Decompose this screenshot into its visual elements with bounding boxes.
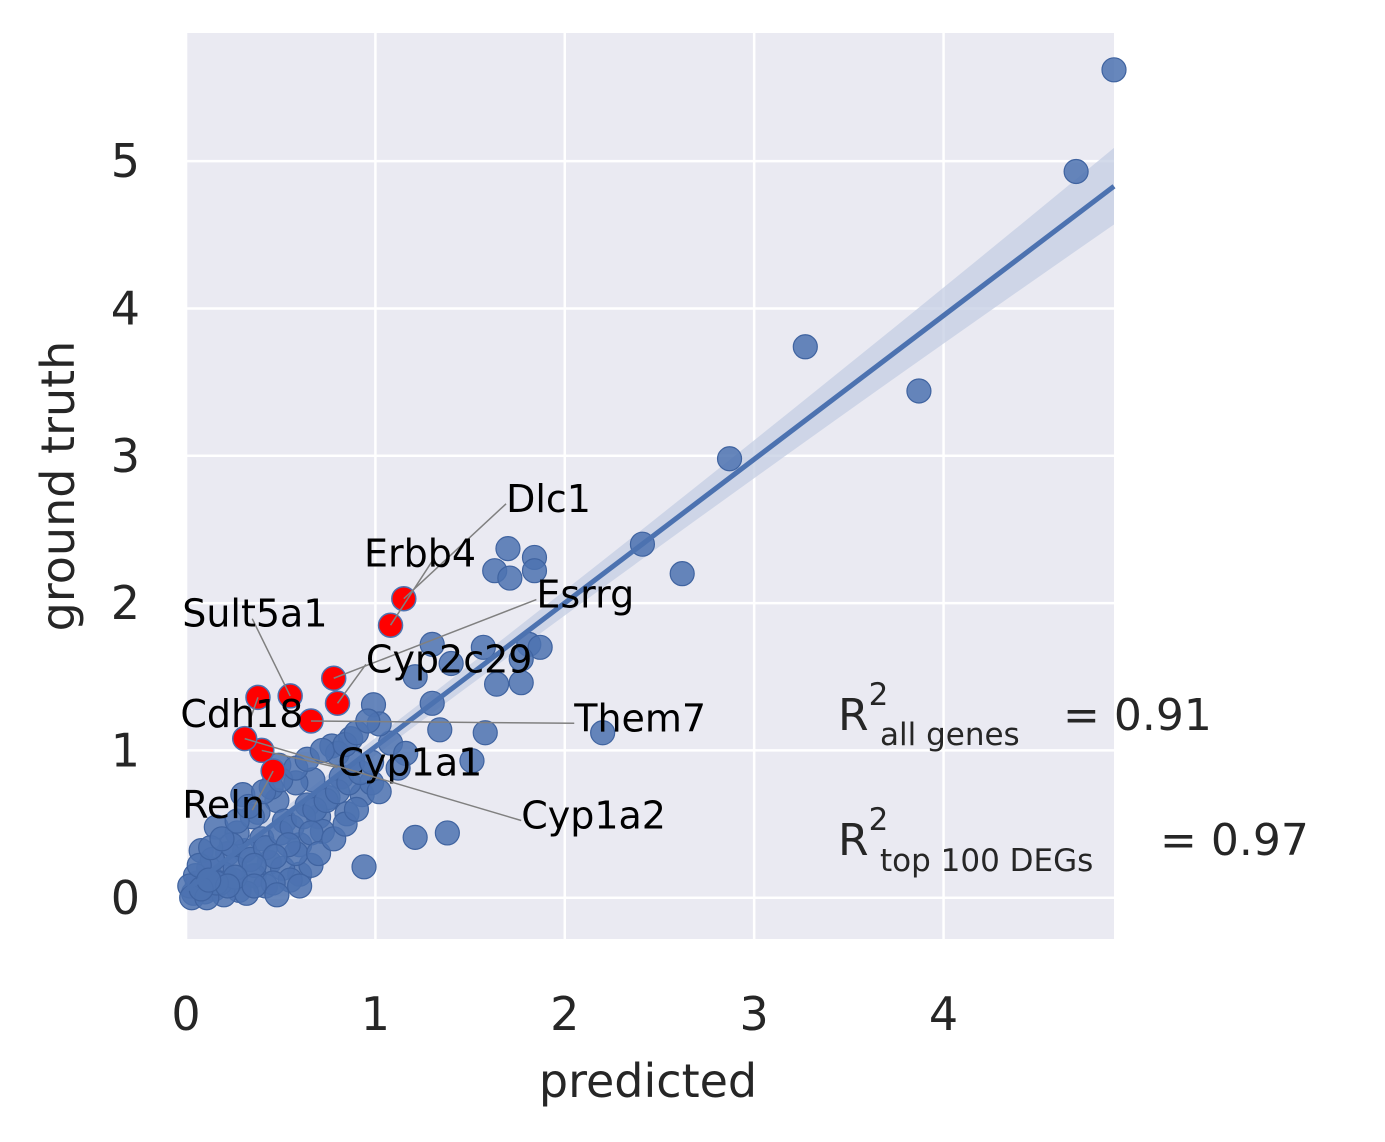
data-point bbox=[366, 779, 392, 805]
x-tick-label: 1 bbox=[361, 987, 390, 1041]
x-tick-labels: 0 1 2 3 4 bbox=[171, 987, 958, 1041]
gene-label-dlc1: Dlc1 bbox=[506, 477, 591, 521]
data-point bbox=[305, 840, 332, 867]
gene-label-reln: Reln bbox=[182, 783, 265, 827]
x-tick-label: 2 bbox=[550, 987, 579, 1041]
data-point bbox=[497, 565, 523, 591]
data-point bbox=[669, 561, 695, 587]
r2-top-sub: top 100 DEGs bbox=[880, 843, 1093, 879]
data-point bbox=[1101, 57, 1127, 83]
data-point bbox=[351, 854, 377, 880]
data-point bbox=[402, 824, 428, 850]
r2-all-symbol: R bbox=[838, 690, 869, 741]
data-point bbox=[438, 650, 464, 677]
data-point bbox=[434, 820, 460, 846]
data-point bbox=[483, 671, 510, 697]
data-point bbox=[495, 536, 521, 562]
data-point bbox=[264, 882, 290, 908]
gene-label-cyp1a2: Cyp1a2 bbox=[521, 794, 666, 838]
data-point bbox=[287, 873, 313, 899]
confidence-band-area bbox=[186, 147, 1114, 898]
data-point bbox=[590, 720, 616, 746]
y-axis-title: ground truth bbox=[31, 341, 85, 632]
data-point bbox=[1063, 158, 1089, 185]
annotation-line bbox=[403, 503, 507, 600]
annotation-line bbox=[389, 557, 435, 626]
data-point bbox=[209, 826, 235, 852]
data-point bbox=[521, 558, 548, 584]
data-point bbox=[508, 670, 534, 696]
annotation-line bbox=[310, 720, 575, 725]
data-point bbox=[402, 664, 428, 690]
data-point bbox=[470, 634, 496, 660]
data-point bbox=[343, 796, 370, 822]
annotation-line bbox=[251, 618, 291, 697]
regression-fit-line bbox=[184, 184, 1116, 893]
regression-line bbox=[184, 184, 1116, 893]
confidence-band bbox=[186, 147, 1114, 898]
gene-label-esrrg: Esrrg bbox=[536, 573, 634, 617]
annotation-line bbox=[244, 737, 522, 822]
y-tick-label: 2 bbox=[111, 576, 140, 630]
data-point bbox=[472, 720, 498, 746]
r2-top-100-degs: R2 top 100 DEGs = 0.97 bbox=[838, 802, 1309, 879]
gene-label-cyp2c29: Cyp2c29 bbox=[366, 637, 533, 681]
y-tick-label: 0 bbox=[111, 871, 140, 925]
data-point bbox=[716, 446, 743, 472]
annotation-line bbox=[333, 598, 537, 679]
annotation-line bbox=[249, 697, 259, 720]
r2-top-sup: 2 bbox=[869, 802, 889, 838]
y-tick-label: 5 bbox=[111, 134, 140, 188]
data-point bbox=[235, 793, 262, 820]
scatter-points bbox=[177, 57, 1127, 911]
r2-all-sup: 2 bbox=[869, 677, 889, 713]
r2-all-sub: all genes bbox=[880, 717, 1020, 753]
annotation-line bbox=[261, 749, 338, 769]
gene-label-sult5a1: Sult5a1 bbox=[182, 592, 327, 636]
data-point bbox=[792, 334, 818, 360]
gene-label-them7: Them7 bbox=[573, 696, 706, 740]
gene-label-cdh18: Cdh18 bbox=[180, 692, 303, 736]
x-axis-title: predicted bbox=[539, 1054, 757, 1108]
x-tick-label: 3 bbox=[740, 987, 769, 1041]
r2-all-value: = 0.91 bbox=[1063, 690, 1212, 741]
x-tick-label: 0 bbox=[171, 987, 200, 1041]
annotation-line bbox=[251, 770, 274, 811]
data-point bbox=[241, 873, 267, 899]
y-tick-label: 1 bbox=[111, 723, 140, 777]
x-tick-label: 4 bbox=[929, 987, 958, 1041]
data-point bbox=[527, 634, 553, 660]
data-point bbox=[906, 378, 932, 404]
data-point bbox=[427, 717, 453, 743]
r2-all-genes: R2 all genes = 0.91 bbox=[838, 677, 1212, 753]
y-tick-label: 3 bbox=[111, 429, 140, 483]
annotation-line bbox=[336, 663, 367, 704]
y-tick-label: 4 bbox=[111, 281, 140, 335]
data-point bbox=[385, 755, 411, 781]
gene-label-erbb4: Erbb4 bbox=[364, 531, 476, 575]
y-tick-labels: 0 1 2 3 4 5 bbox=[111, 134, 140, 925]
r2-top-value: = 0.97 bbox=[1160, 815, 1309, 866]
r2-top-symbol: R bbox=[838, 815, 869, 866]
gene-label-cyp1a1: Cyp1a1 bbox=[338, 740, 483, 784]
data-point bbox=[459, 748, 485, 774]
